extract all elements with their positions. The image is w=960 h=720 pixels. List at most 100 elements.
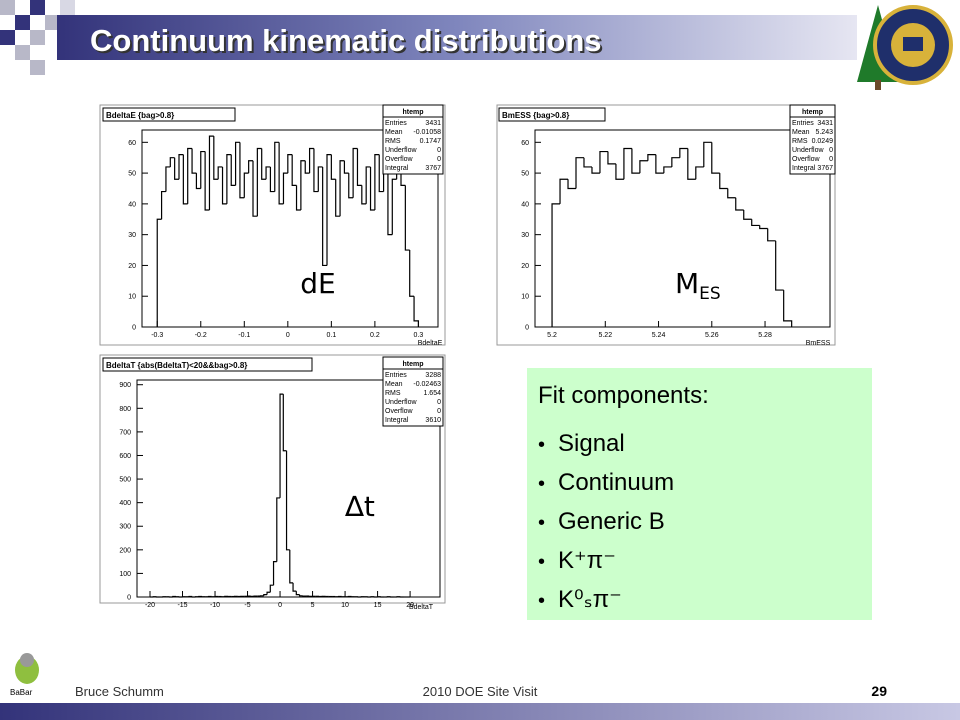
bullet: • <box>538 473 545 495</box>
x-tick-label: 0 <box>286 332 290 339</box>
histogram-bin <box>703 141 712 167</box>
histogram-bin <box>261 148 267 180</box>
x-tick-label: 0 <box>278 602 282 609</box>
histogram-bin <box>639 160 648 174</box>
footer-event: 2010 DOE Site Visit <box>423 684 538 699</box>
panel-frame <box>496 104 836 346</box>
x-tick-label: 0.3 <box>414 332 424 339</box>
histogram-bin <box>615 163 624 180</box>
x-tick-label: 5.2 <box>547 332 557 339</box>
title-box <box>102 107 236 122</box>
bullet: • <box>538 551 545 573</box>
x-tick-label: -20 <box>145 602 155 609</box>
histogram-bin <box>679 147 688 158</box>
x-tick-label: 15 <box>374 602 382 609</box>
histogram-bin <box>719 173 728 190</box>
stats-label: Integral <box>792 165 816 172</box>
footer-author: Bruce Schumm <box>75 684 164 699</box>
histogram-bin <box>365 166 371 204</box>
stats-label: Mean <box>385 381 403 388</box>
histogram-bin <box>217 166 223 180</box>
y-tick-label: 20 <box>128 263 136 270</box>
y-tick-label: 400 <box>119 500 131 507</box>
y-tick-label: 10 <box>128 294 136 301</box>
stats-value: 1.654 <box>423 390 441 397</box>
y-tick-label: 30 <box>521 232 529 239</box>
histogram-bin <box>378 154 384 193</box>
x-tick-label: -15 <box>177 602 187 609</box>
histogram-bin <box>759 225 768 230</box>
stats-name: htemp <box>403 109 424 116</box>
plot-frame <box>534 129 831 328</box>
x-axis-label: BdeltaT <box>409 604 434 611</box>
stats-label: Integral <box>385 417 409 424</box>
histogram-bin <box>279 393 284 498</box>
y-tick-label: 800 <box>119 406 131 413</box>
histogram-bin <box>265 166 271 180</box>
histogram-bin <box>272 561 277 586</box>
histogram-bin <box>295 591 300 596</box>
histogram-bin <box>269 584 274 593</box>
fit-item: K⁰ₛπ⁻ <box>558 586 622 613</box>
stats-label: Entries <box>385 372 407 379</box>
stats-value: 5.243 <box>815 129 833 136</box>
histogram-bin <box>356 148 362 187</box>
stats-value: 3767 <box>425 165 441 172</box>
title-box <box>498 107 606 122</box>
histogram-bin <box>391 178 397 235</box>
plot-frame <box>141 129 439 328</box>
y-tick-label: 30 <box>128 232 136 239</box>
histogram-bin <box>174 157 179 180</box>
page-number: 29 <box>871 683 887 699</box>
histogram-bin <box>239 142 245 199</box>
histogram-bin <box>387 173 393 236</box>
histogram-bin <box>182 154 188 205</box>
y-tick-label: 50 <box>521 171 529 178</box>
stats-label: Overflow <box>792 156 821 163</box>
histogram-bin <box>226 154 232 204</box>
stats-label: RMS <box>385 390 401 397</box>
histogram-bin <box>289 549 294 584</box>
histogram-bin <box>567 179 577 190</box>
x-tick-label: -0.1 <box>238 332 250 339</box>
stats-value: 0.0249 <box>812 138 834 145</box>
histogram-bin <box>263 594 268 596</box>
x-tick-label: -0.3 <box>151 332 163 339</box>
histogram-bin <box>317 166 323 192</box>
stats-value: 0 <box>829 156 833 163</box>
x-tick-label: 5 <box>311 602 315 609</box>
chart-title: BdeltaT {abs(BdeltaT)<20&&bag>0.8} <box>106 361 247 370</box>
histogram-bin <box>200 150 206 189</box>
stats-value: 0 <box>437 399 441 406</box>
stats-value: 0 <box>437 156 441 163</box>
histogram-bin <box>551 203 561 327</box>
stats-value: 3767 <box>817 165 833 172</box>
x-axis-label: BmESS <box>806 340 831 347</box>
histogram-bin <box>213 136 219 180</box>
histogram-bin <box>300 160 306 211</box>
histogram-bin <box>559 178 569 204</box>
chart-title: BmESS {bag>0.8} <box>502 111 569 120</box>
fit-item: K⁺π⁻ <box>558 547 616 574</box>
histogram-bin <box>751 219 760 227</box>
stats-label: Entries <box>792 120 814 127</box>
y-tick-label: 0 <box>127 595 131 602</box>
histogram-bin <box>160 190 166 220</box>
y-tick-label: 0 <box>525 325 529 332</box>
y-tick-label: 900 <box>119 382 131 389</box>
histogram-bin <box>285 450 290 551</box>
histogram-bin <box>278 142 284 205</box>
stats-label: Mean <box>792 129 810 136</box>
histogram-bin <box>591 166 600 174</box>
stats-label: Underflow <box>385 399 417 406</box>
histogram-bin <box>663 166 672 174</box>
histogram-bin <box>292 582 297 592</box>
histogram-bin <box>695 166 704 180</box>
histogram-bin <box>269 166 275 193</box>
y-tick-label: 100 <box>119 571 131 578</box>
histogram-bin <box>256 147 262 217</box>
histogram-bin <box>156 218 162 327</box>
stats-value: -0.01058 <box>413 129 441 136</box>
histogram-bin <box>266 591 271 595</box>
histogram-bin <box>369 166 375 211</box>
